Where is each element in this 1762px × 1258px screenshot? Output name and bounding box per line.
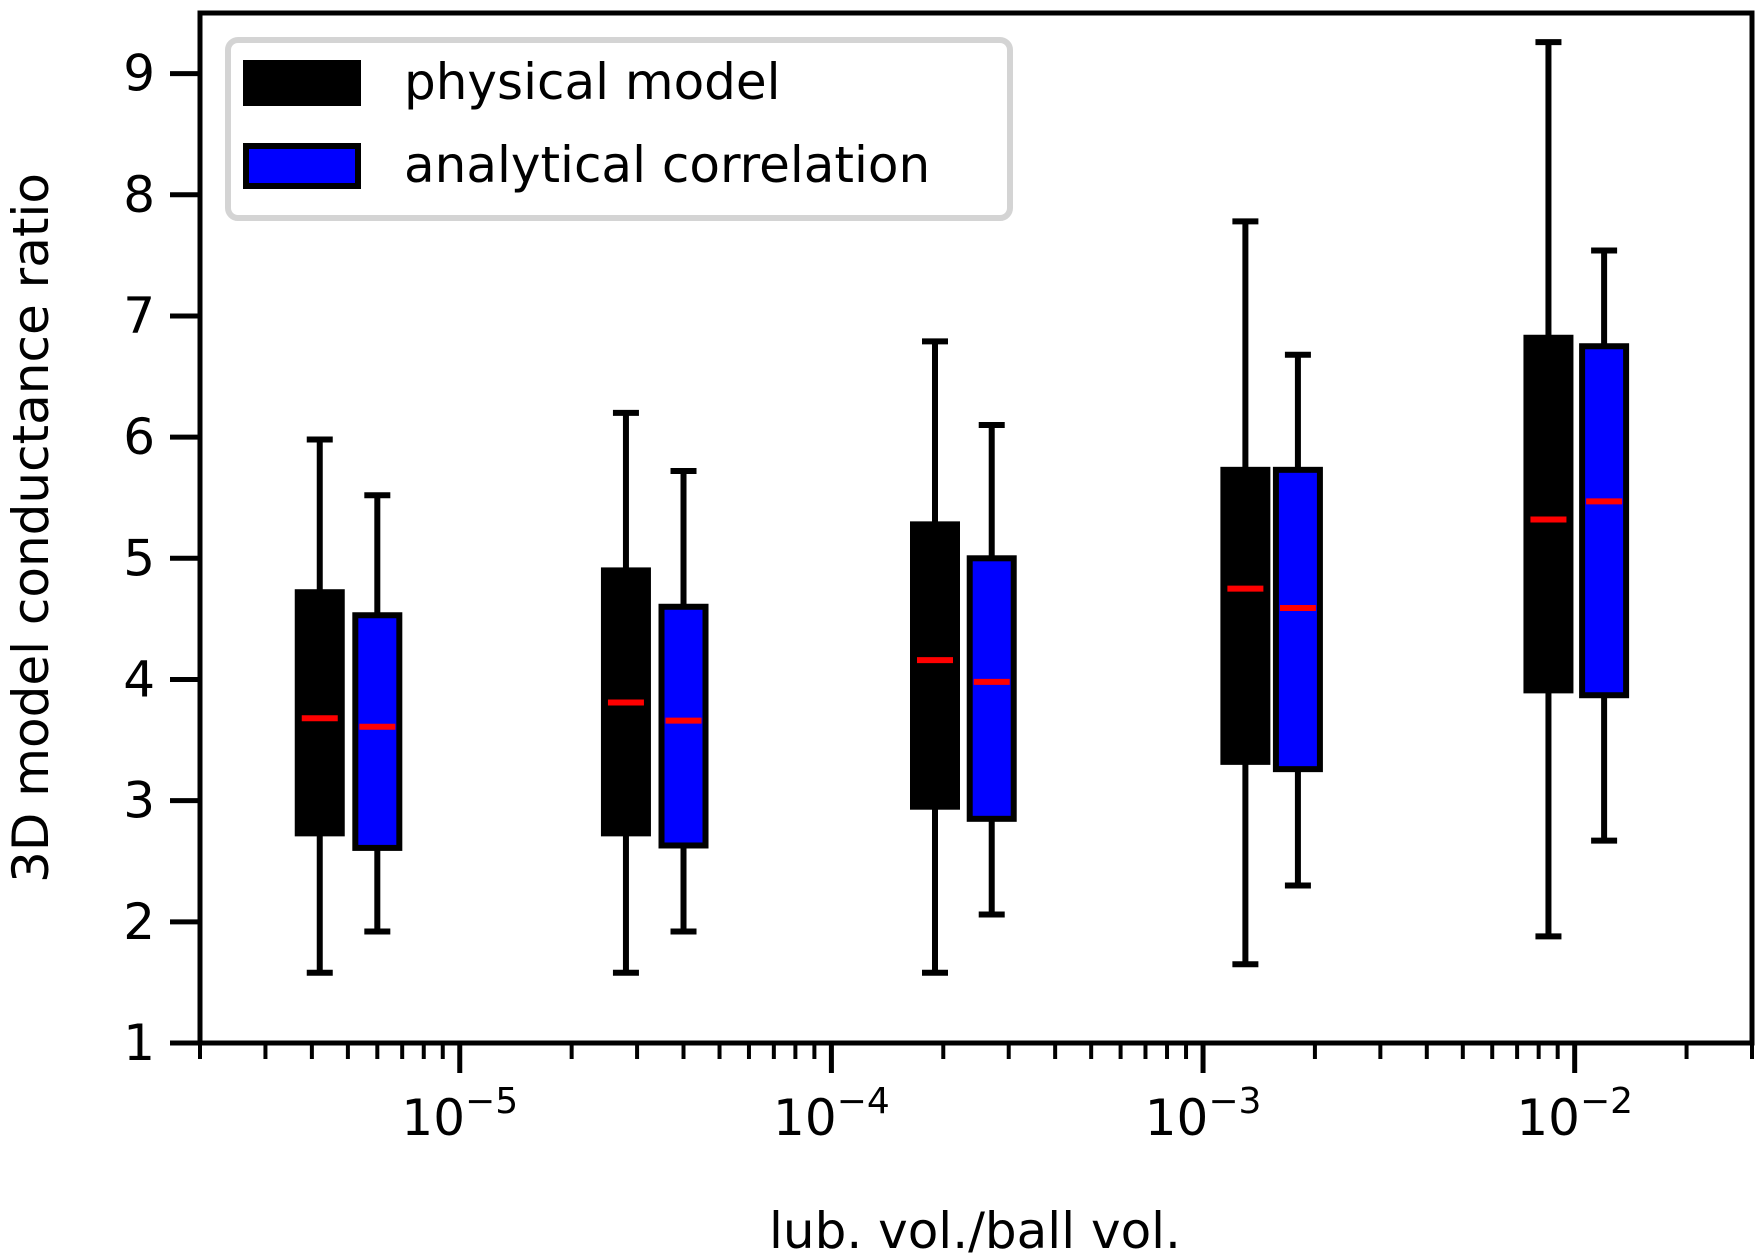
y-tick-label: 6 [123, 408, 155, 466]
legend-label-0: physical model [404, 53, 781, 111]
y-tick-label: 9 [123, 45, 155, 103]
box-0-4 [1523, 39, 1574, 940]
box-iqr [1272, 466, 1323, 773]
x-tick-label: 10−5 [401, 1081, 518, 1147]
box-0-3 [1220, 218, 1271, 968]
y-tick-label: 3 [123, 772, 155, 830]
axes-layer: 1 2 3 4 5 6 7 8 9 10−5 10−4 10−3 10−2 lub. vol./ball … [2, 10, 1755, 1258]
x-tick-label: 10−2 [1516, 1081, 1633, 1147]
box-1-4 [1579, 247, 1630, 844]
box-0-1 [600, 409, 651, 976]
x-axis-label: lub. vol./ball vol. [769, 1202, 1181, 1258]
y-axis-label: 3D model conductance ratio [2, 173, 60, 883]
box-1-1 [658, 468, 709, 935]
box-1-0 [352, 492, 403, 935]
boxes-layer [294, 39, 1630, 976]
box-iqr [294, 589, 345, 837]
box-iqr [1523, 334, 1574, 694]
x-tick-label: 10−3 [1145, 1081, 1262, 1147]
legend-swatch-1 [243, 143, 361, 189]
box-0-0 [294, 436, 345, 976]
box-iqr [1579, 343, 1630, 699]
legend-swatch-0 [243, 60, 361, 106]
y-tick-label: 8 [123, 166, 155, 224]
y-tick-label: 1 [123, 1014, 155, 1072]
legend-frame [225, 37, 1013, 221]
y-tick-label: 2 [123, 893, 155, 951]
box-1-2 [966, 422, 1017, 918]
y-tick-label: 5 [123, 529, 155, 587]
y-tick-label: 7 [123, 287, 155, 345]
box-1-3 [1272, 351, 1323, 889]
y-tick-label: 4 [123, 650, 155, 708]
box-iqr [352, 612, 403, 851]
box-iqr [910, 521, 960, 810]
box-iqr [966, 555, 1017, 822]
x-tick-label: 10−4 [773, 1081, 890, 1147]
box-iqr [658, 603, 709, 849]
plot-frame [197, 10, 1755, 1046]
box-iqr [1220, 466, 1271, 765]
legend-label-1: analytical correlation [404, 136, 930, 194]
box-0-2 [910, 338, 960, 976]
legend: physical model analytical correlation [225, 37, 1013, 221]
